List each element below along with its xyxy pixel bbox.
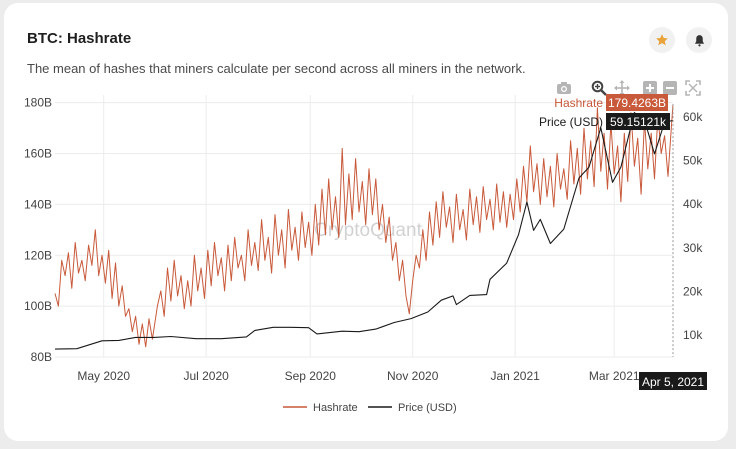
y-right-tick-label: 50k <box>683 154 703 168</box>
y-left-tick-label: 120B <box>24 248 52 262</box>
notify-button[interactable] <box>686 27 712 53</box>
hover-price-value: 59.15121k <box>610 115 667 129</box>
y-left-tick-label: 100B <box>24 299 52 313</box>
hover-hashrate-value: 179.4263B <box>608 96 666 110</box>
zoom-in-icon[interactable] <box>642 80 658 96</box>
zoom-icon[interactable] <box>591 80 607 96</box>
hover-price-label: Price (USD) <box>539 115 603 129</box>
card-subtitle: The mean of hashes that miners calculate… <box>27 61 526 76</box>
chart-card: BTC: Hashrate The mean of hashes that mi… <box>4 3 728 441</box>
hover-hashrate-box <box>606 94 668 111</box>
watermark-text: CryptoQuant <box>314 220 422 241</box>
y-left-tick-label: 140B <box>24 197 52 211</box>
price-line <box>54 111 674 350</box>
x-tick-label: May 2020 <box>77 369 130 383</box>
y-right-tick-label: 60k <box>683 110 703 124</box>
y-left-tick-label: 80B <box>31 350 52 364</box>
pan-icon[interactable] <box>614 80 630 96</box>
y-right-tick-label: 10k <box>683 328 703 342</box>
x-tick-label: Nov 2020 <box>387 369 439 383</box>
legend-label: Price (USD) <box>398 402 457 414</box>
y-right-tick-label: 20k <box>683 285 703 299</box>
y-right-tick-label: 40k <box>683 197 703 211</box>
hashrate-line <box>54 104 674 348</box>
camera-icon[interactable] <box>556 80 572 96</box>
hover-hashrate-label: Hashrate <box>554 96 603 110</box>
x-tick-label: Jul 2020 <box>183 369 229 383</box>
y-right-tick-label: 30k <box>683 241 703 255</box>
hover-date: Apr 5, 2021 <box>642 375 704 389</box>
x-tick-label: Jan 2021 <box>490 369 540 383</box>
card-title: BTC: Hashrate <box>27 30 132 47</box>
legend-label: Hashrate <box>313 402 358 414</box>
grid-lines <box>55 95 673 358</box>
autoscale-icon[interactable] <box>685 80 701 96</box>
y-left-tick-label: 160B <box>24 147 52 161</box>
series-lines <box>54 104 674 350</box>
x-tick-label: Mar 2021 <box>589 369 640 383</box>
bell-icon <box>694 34 704 46</box>
hover-date-box <box>639 372 707 390</box>
favorite-button[interactable] <box>649 27 675 53</box>
hover-labels: Hashrate 179.4263B Price (USD) 59.15121k… <box>539 94 707 390</box>
y-left-tick-label: 180B <box>24 96 52 110</box>
hover-price-box <box>606 113 670 130</box>
star-icon <box>656 34 668 46</box>
legend: Hashrate Price (USD) <box>283 402 457 414</box>
zoom-out-icon[interactable] <box>662 80 678 96</box>
x-tick-label: Sep 2020 <box>285 369 337 383</box>
axes: 80B 100B 120B 140B 160B 180B May 2020 Jul 2020 S… <box>24 96 703 383</box>
